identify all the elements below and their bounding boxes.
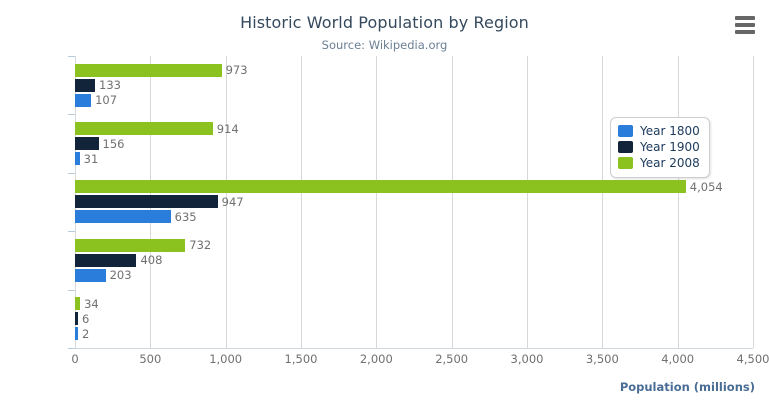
hamburger-bar bbox=[735, 23, 755, 27]
legend-swatch bbox=[618, 157, 633, 169]
bar-year-2008-america[interactable] bbox=[75, 122, 213, 136]
bar-row: 947 bbox=[75, 194, 753, 209]
x-axis-tick-label: 3,000 bbox=[510, 352, 544, 366]
legend-label: Year 1800 bbox=[640, 124, 700, 138]
bar-year-2008-africa[interactable] bbox=[75, 63, 222, 77]
x-axis-tick-label: 4,500 bbox=[736, 352, 769, 366]
bar-year-1900-oceania[interactable] bbox=[75, 312, 78, 326]
gridline bbox=[677, 56, 679, 348]
bar-row: 732 bbox=[75, 238, 753, 253]
bar-row: 408 bbox=[75, 253, 753, 268]
legend-label: Year 2008 bbox=[640, 156, 700, 170]
gridline bbox=[602, 56, 604, 348]
x-axis-tick-label: 0 bbox=[71, 352, 79, 366]
bar-year-1900-africa[interactable] bbox=[75, 78, 96, 92]
bar-value-label: 133 bbox=[99, 78, 121, 93]
hamburger-bar bbox=[735, 16, 755, 20]
bar-value-label: 31 bbox=[83, 151, 99, 166]
legend-item-year-2008[interactable]: Year 2008 bbox=[618, 155, 700, 171]
bar-value-label: 732 bbox=[189, 238, 212, 253]
y-axis-tick bbox=[68, 231, 75, 233]
x-axis-tick-label: 1,000 bbox=[209, 352, 243, 366]
bar-value-label: 914 bbox=[216, 121, 239, 136]
gridline bbox=[451, 56, 453, 348]
bar-value-label: 973 bbox=[225, 63, 248, 78]
bar-value-label: 34 bbox=[84, 296, 99, 311]
bar-value-label: 203 bbox=[109, 268, 132, 283]
x-axis-tick-label: 2,500 bbox=[435, 352, 469, 366]
bar-value-label: 156 bbox=[102, 136, 125, 151]
y-axis-tick bbox=[68, 56, 75, 57]
bar-row: 31 bbox=[75, 151, 753, 166]
bar-value-label: 2 bbox=[82, 326, 90, 341]
bar-year-2008-oceania[interactable] bbox=[75, 297, 81, 311]
legend-swatch bbox=[618, 125, 633, 137]
bar-year-1900-asia[interactable] bbox=[75, 195, 218, 209]
gridline bbox=[301, 56, 302, 348]
bar-row: 635 bbox=[75, 209, 753, 224]
bar-row: 156 bbox=[75, 136, 753, 151]
bar-row: 107 bbox=[75, 93, 753, 108]
plot-area: Africa973133107America91415631Asia4,0549… bbox=[68, 56, 754, 349]
x-axis-tick-label: 500 bbox=[139, 352, 162, 366]
legend-item-year-1900[interactable]: Year 1900 bbox=[618, 139, 700, 155]
legend-label: Year 1900 bbox=[640, 140, 700, 154]
chart-subtitle: Source: Wikipedia.org bbox=[321, 38, 448, 52]
bar-group-oceania: Oceania3462 bbox=[75, 290, 753, 348]
bar-group-africa: Africa973133107 bbox=[75, 56, 753, 114]
bar-year-1900-america[interactable] bbox=[75, 137, 99, 151]
bar-row: 4,054 bbox=[75, 179, 753, 194]
bar-row: 203 bbox=[75, 268, 753, 283]
x-axis-tick-label: 2,000 bbox=[359, 352, 393, 366]
bar-row: 133 bbox=[75, 78, 753, 93]
hamburger-menu-icon[interactable] bbox=[732, 14, 758, 36]
gridline bbox=[225, 56, 227, 348]
x-axis-tick-label: 1,500 bbox=[284, 352, 318, 366]
bar-value-label: 947 bbox=[221, 194, 244, 209]
chart-legend: Year 1800 Year 1900 Year 2008 bbox=[610, 117, 710, 178]
hamburger-bar bbox=[735, 30, 755, 34]
bar-year-1800-america[interactable] bbox=[75, 152, 80, 166]
bar-year-2008-europe[interactable] bbox=[75, 238, 186, 252]
y-axis-tick bbox=[68, 348, 75, 349]
legend-item-year-1800[interactable]: Year 1800 bbox=[618, 123, 700, 139]
gridline bbox=[753, 56, 754, 348]
y-axis-tick bbox=[68, 172, 75, 174]
gridline bbox=[376, 56, 378, 348]
y-axis-tick bbox=[68, 114, 75, 116]
x-axis-title: Population (millions) bbox=[619, 380, 755, 394]
bar-year-2008-asia[interactable] bbox=[75, 180, 686, 194]
bar-row: 6 bbox=[75, 311, 753, 326]
bar-value-label: 4,054 bbox=[689, 179, 723, 194]
bar-year-1800-oceania[interactable] bbox=[75, 327, 78, 341]
bar-value-label: 6 bbox=[82, 311, 90, 326]
bar-row: 2 bbox=[75, 326, 753, 341]
bar-group-europe: Europe732408203 bbox=[75, 231, 753, 289]
x-axis-line bbox=[68, 348, 753, 349]
y-axis-tick bbox=[68, 289, 75, 291]
x-axis-tick-label: 3,500 bbox=[585, 352, 619, 366]
bar-year-1800-europe[interactable] bbox=[75, 268, 106, 282]
chart-title: Historic World Population by Region bbox=[240, 13, 529, 32]
legend-swatch bbox=[618, 141, 633, 153]
bar-year-1800-africa[interactable] bbox=[75, 93, 92, 107]
bar-value-label: 635 bbox=[174, 209, 197, 224]
bar-group-america: America91415631 bbox=[75, 114, 753, 172]
bar-value-label: 107 bbox=[95, 93, 118, 108]
bar-row: 914 bbox=[75, 121, 753, 136]
gridline bbox=[527, 56, 528, 348]
x-axis-tick-label: 4,000 bbox=[661, 352, 695, 366]
bar-year-1900-europe[interactable] bbox=[75, 253, 137, 267]
bar-row: 34 bbox=[75, 296, 753, 311]
bar-year-1800-asia[interactable] bbox=[75, 210, 171, 224]
bar-value-label: 408 bbox=[140, 253, 163, 268]
bar-row: 973 bbox=[75, 63, 753, 78]
